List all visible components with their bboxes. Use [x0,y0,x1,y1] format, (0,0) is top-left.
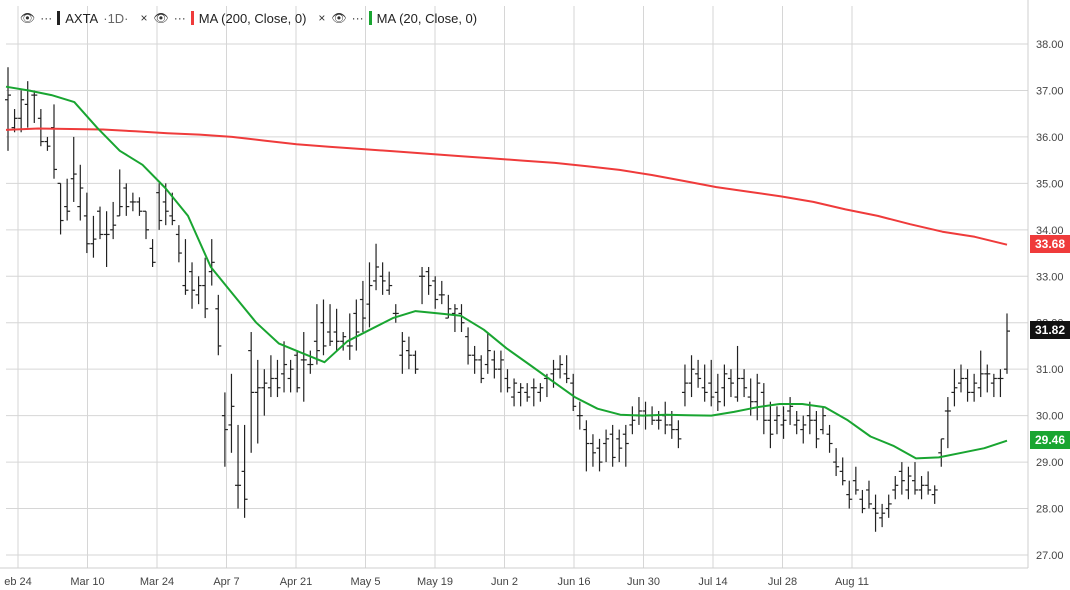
y-tick-label: 37.00 [1036,85,1064,97]
legend-swatch-ma20 [368,11,372,25]
eye-icon[interactable]: 👁 [153,11,169,25]
y-tick-label: 31.00 [1036,364,1064,376]
x-tick-label: Mar 24 [140,576,174,588]
more-icon[interactable]: ··· [351,11,364,25]
legend-symbol: AXTA [65,10,99,26]
more-icon[interactable]: ··· [173,11,186,25]
more-icon[interactable]: ··· [40,11,53,25]
y-tick-label: 34.00 [1036,225,1064,237]
x-tick-label: May 19 [417,576,453,588]
close-icon[interactable]: × [318,11,326,25]
close-price-value: 31.82 [1034,323,1066,337]
y-tick-label: 36.00 [1036,132,1064,144]
legend-axta[interactable]: 👁 ··· AXTA ·1D· [20,11,129,26]
legend-swatch-price [57,11,61,25]
y-tick-label: 33.00 [1036,271,1064,283]
x-tick-label: Apr 7 [213,576,239,588]
x-tick-label: eb 24 [4,576,32,588]
x-tick-label: Jun 2 [491,576,518,588]
ma200-price-value: 33.68 [1034,237,1066,251]
eye-icon[interactable]: 👁 [20,11,36,25]
ma20-price-value: 29.46 [1034,433,1066,447]
x-tick-label: Aug 11 [835,576,869,588]
x-tick-label: Jun 30 [627,576,660,588]
close-icon[interactable]: × [140,11,148,25]
legend-ma200[interactable]: 👁 ··· MA (200, Close, 0) [154,11,307,26]
ma20-line [5,85,1008,460]
x-tick-label: May 5 [351,576,381,588]
legend-ma200-label: MA (200, Close, 0) [198,10,307,26]
y-tick-label: 29.00 [1036,457,1064,469]
y-tick-label: 30.00 [1036,411,1064,423]
x-tick-label: Apr 21 [280,576,312,588]
close-price-tag: 31.82 [1030,321,1070,339]
legend-ma20[interactable]: 👁 ··· MA (20, Close, 0) [331,11,477,26]
y-tick-label: 35.00 [1036,178,1064,190]
x-tick-label: Jul 14 [698,576,727,588]
x-tick-label: Jul 28 [768,576,797,588]
ma200-line [5,127,1008,246]
legend-interval: ·1D· [103,10,129,26]
x-tick-label: Jun 16 [557,576,590,588]
eye-icon[interactable]: 👁 [331,11,347,25]
legend-swatch-ma200 [190,11,194,25]
ma20-price-tag: 29.46 [1030,431,1070,449]
ma200-price-tag: 33.68 [1030,235,1070,253]
x-tick-label: Mar 10 [70,576,104,588]
legend-ma20-label: MA (20, Close, 0) [376,10,478,26]
y-tick-label: 27.00 [1036,550,1064,562]
chart-legend: 👁 ··· AXTA ·1D· × 👁 ··· MA (200, Close, … [0,0,477,36]
y-tick-label: 28.00 [1036,504,1064,516]
y-tick-label: 38.00 [1036,39,1064,51]
